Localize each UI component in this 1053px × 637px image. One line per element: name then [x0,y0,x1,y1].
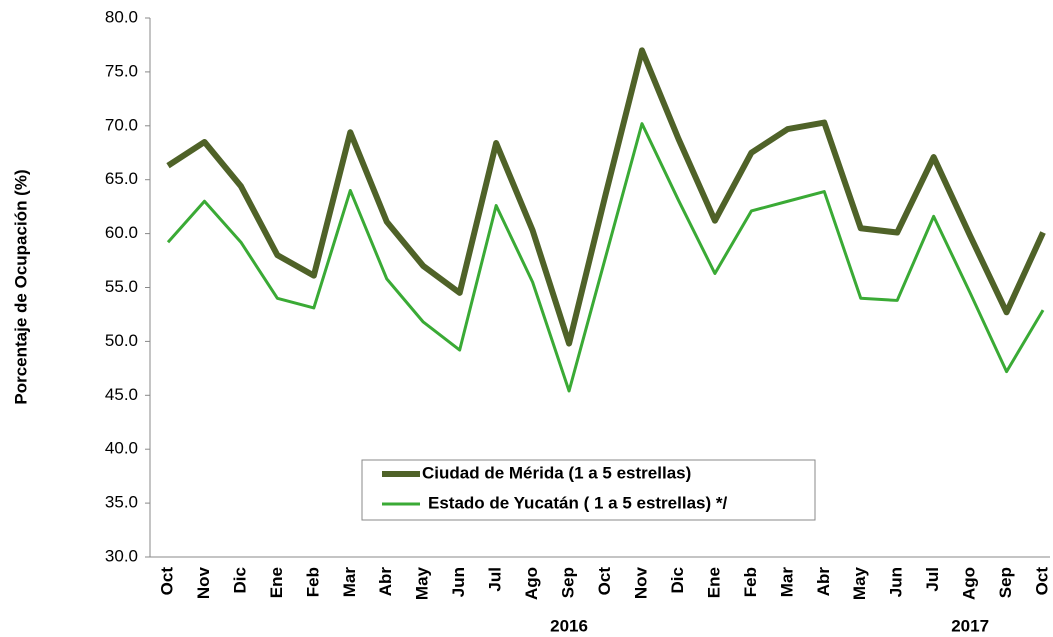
x-tick-label: Abr [376,567,395,597]
x-tick-label: Jul [486,567,505,592]
x-tick-label: Abr [814,567,833,597]
y-tick-label: 60.0 [105,223,138,242]
y-tick-label: 40.0 [105,439,138,458]
x-tick-label: Dic [230,567,249,593]
x-tick-label: Jun [887,567,906,597]
x-tick-label: Oct [1033,567,1052,596]
y-tick-label: 70.0 [105,115,138,134]
y-tick-label: 45.0 [105,385,138,404]
x-tick-label: Nov [194,566,213,599]
series-line [166,122,1045,393]
x-tick-label: Ene [704,567,723,598]
x-tick-label: Oct [157,567,176,596]
y-tick-label: 35.0 [105,493,138,512]
x-tick-label: Feb [303,567,322,597]
legend-box [361,459,816,521]
y-tick-label: 75.0 [105,61,138,80]
x-tick-label: Nov [631,566,650,599]
legend-label: Ciudad de Mérida (1 a 5 estrellas) [422,463,691,482]
x-tick-label: May [413,566,432,600]
x-tick-label: Oct [595,567,614,596]
x-tick-label: Mar [777,567,796,598]
series-line [166,47,1046,347]
x-tick-label: Feb [741,567,760,597]
y-tick-label: 55.0 [105,277,138,296]
x-tick-label: Jun [449,567,468,597]
x-group-label: 2016 [550,616,588,635]
legend-label: Estado de Yucatán ( 1 a 5 estrellas) */ [428,493,727,512]
y-tick-label: 50.0 [105,331,138,350]
x-tick-label: Jul [923,567,942,592]
y-tick-label: 30.0 [105,546,138,565]
x-tick-label: Sep [996,567,1015,598]
x-tick-label: Sep [559,567,578,598]
y-axis-label: Porcentaje de Ocupación (%) [11,169,30,404]
x-tick-label: Ago [522,567,541,600]
x-group-label: 2017 [951,616,989,635]
x-tick-label: Ene [267,567,286,598]
x-tick-label: Dic [668,567,687,593]
x-tick-label: Ago [960,567,979,600]
y-tick-label: 80.0 [105,7,138,26]
y-tick-label: 65.0 [105,169,138,188]
x-tick-label: Mar [340,567,359,598]
x-tick-label: May [850,566,869,600]
